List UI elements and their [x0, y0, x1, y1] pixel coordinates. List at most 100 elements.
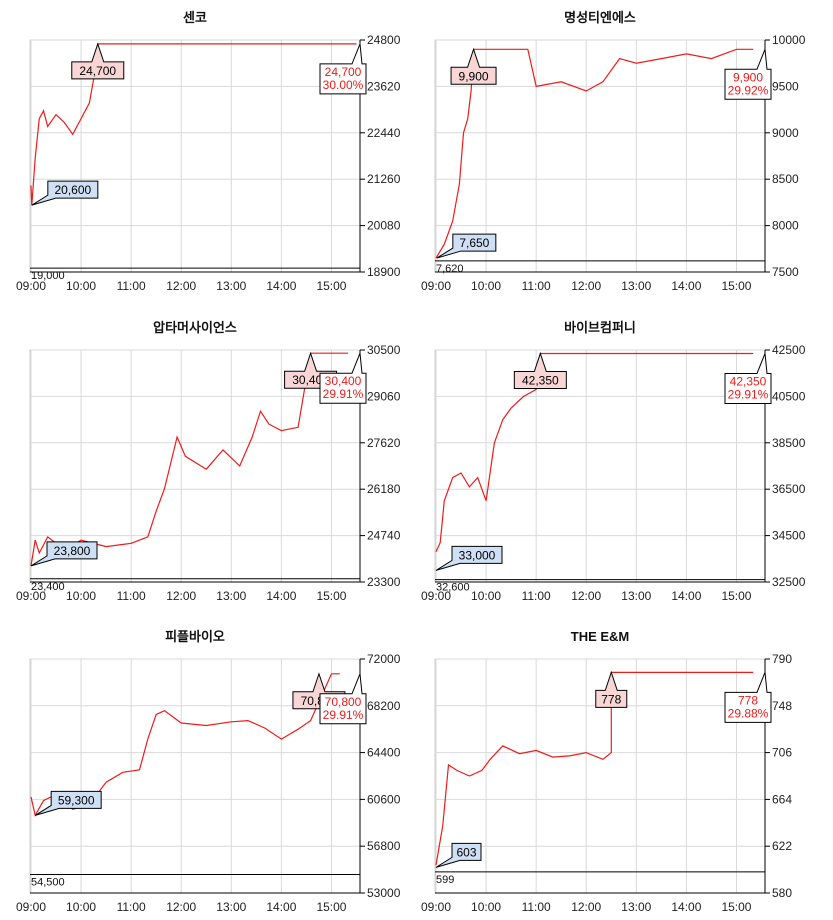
y-tick-label: 40500 — [772, 389, 806, 403]
y-tick-label: 60600 — [367, 792, 401, 806]
y-tick-label: 23300 — [367, 575, 401, 589]
last-value-label: 42,350 — [730, 374, 767, 388]
y-tick-label: 26180 — [367, 482, 401, 496]
x-tick-label: 11:00 — [522, 589, 551, 603]
last-value-callout — [319, 673, 367, 725]
y-tick-label: 68200 — [367, 699, 401, 713]
chart-panel-5: 피플바이오 72000 68200 64400 60600 56800 53000 09:00… — [16, 629, 401, 914]
x-tick-label: 11:00 — [522, 900, 551, 914]
last-value-callout — [724, 353, 772, 404]
last-value-label: 778 — [738, 693, 758, 707]
last-value-label: 24,700 — [325, 65, 362, 79]
y-tick-label: 18900 — [367, 265, 401, 279]
high-label: 9,900 — [459, 69, 489, 83]
y-tick-label: 64400 — [367, 746, 401, 760]
baseline-label: 54,500 — [31, 877, 65, 889]
y-tick-label: 10000 — [772, 33, 806, 47]
x-tick-label: 13:00 — [216, 279, 246, 293]
low-label: 7,650 — [459, 236, 489, 250]
y-tick-label: 56800 — [367, 839, 401, 853]
last-value-callout — [319, 353, 367, 404]
y-tick-label: 21260 — [367, 172, 401, 186]
chart-panel-3: 압타머사이언스 30500 29060 27620 26180 24740 23300 09:… — [16, 320, 401, 603]
x-tick-label: 11:00 — [117, 589, 146, 603]
last-pct-label: 29.88% — [728, 706, 769, 720]
y-tick-label: 34500 — [772, 529, 806, 543]
x-tick-label: 09:00 — [16, 279, 46, 293]
y-tick-label: 32500 — [772, 575, 806, 589]
low-callout — [435, 842, 482, 868]
x-tick-label: 09:00 — [16, 900, 46, 914]
x-tick-label: 11:00 — [117, 279, 146, 293]
low-callout — [34, 790, 102, 816]
x-tick-label: 14:00 — [266, 279, 296, 293]
x-tick-label: 10:00 — [471, 900, 501, 914]
y-tick-label: 42500 — [772, 343, 806, 357]
x-tick-label: 10:00 — [471, 589, 501, 603]
chart-title: 센코 — [183, 10, 207, 25]
chart-panel-1: 센코 24800 23620 22440 21260 20080 18900 09:00 10:… — [16, 10, 401, 293]
x-tick-label: 09:00 — [421, 279, 451, 293]
low-label: 603 — [456, 845, 476, 859]
chart-title: 명성티엔에스 — [564, 10, 636, 25]
last-value-label: 70,800 — [325, 695, 362, 709]
low-label: 20,600 — [54, 183, 91, 197]
baseline-label: 7,620 — [436, 263, 464, 275]
x-tick-label: 12:00 — [571, 589, 601, 603]
x-tick-label: 12:00 — [166, 279, 196, 293]
y-tick-label: 9000 — [772, 126, 799, 140]
high-callout — [71, 42, 125, 80]
low-label: 23,800 — [54, 544, 91, 558]
chart-title: 피플바이오 — [165, 629, 225, 644]
y-tick-label: 748 — [772, 699, 792, 713]
baseline-label: 599 — [436, 874, 454, 886]
x-tick-label: 14:00 — [266, 589, 296, 603]
chart-panel-2: 명성티엔에스 10000 9500 9000 8500 8000 7500 09:00 10:0… — [421, 10, 806, 293]
high-label: 24,700 — [79, 64, 116, 78]
x-tick-label: 15:00 — [721, 900, 751, 914]
y-tick-label: 22440 — [367, 126, 401, 140]
high-callout — [513, 351, 567, 389]
last-value-label: 9,900 — [733, 70, 763, 84]
x-tick-label: 14:00 — [671, 279, 701, 293]
price-line — [30, 43, 357, 206]
chart-panel-6: THE E&M 790 748 706 664 622 580 09:00 10:00 11:00… — [421, 629, 792, 914]
x-tick-label: 10:00 — [471, 279, 501, 293]
chart-panel-4: 바이브컴퍼니 42500 40500 38500 36500 34500 32500 09:0… — [421, 320, 806, 603]
x-tick-label: 13:00 — [216, 900, 246, 914]
x-tick-label: 13:00 — [621, 900, 651, 914]
x-tick-label: 09:00 — [421, 589, 451, 603]
x-tick-label: 10:00 — [66, 279, 96, 293]
chart-title: THE E&M — [571, 629, 630, 644]
last-value-callout — [724, 49, 772, 100]
x-tick-label: 10:00 — [66, 589, 96, 603]
low-callout — [435, 545, 503, 571]
x-tick-label: 15:00 — [316, 900, 346, 914]
x-tick-label: 15:00 — [721, 589, 751, 603]
baseline-label: 32,600 — [436, 582, 470, 594]
y-tick-label: 38500 — [772, 436, 806, 450]
x-tick-label: 12:00 — [571, 279, 601, 293]
last-value-label: 30,400 — [325, 374, 362, 388]
x-tick-label: 13:00 — [621, 279, 651, 293]
y-tick-label: 23620 — [367, 79, 401, 93]
x-tick-label: 10:00 — [66, 900, 96, 914]
last-pct-label: 29.91% — [323, 708, 364, 722]
low-callout — [30, 541, 98, 567]
last-value-callout — [319, 43, 367, 95]
x-tick-label: 14:00 — [266, 900, 296, 914]
x-tick-label: 15:00 — [316, 279, 346, 293]
y-tick-label: 29060 — [367, 389, 401, 403]
y-tick-label: 24800 — [367, 33, 401, 47]
x-tick-label: 11:00 — [117, 900, 146, 914]
price-line — [435, 671, 754, 866]
y-tick-label: 24740 — [367, 529, 401, 543]
last-pct-label: 29.92% — [728, 83, 769, 97]
y-tick-label: 20080 — [367, 219, 401, 233]
y-tick-label: 36500 — [772, 482, 806, 496]
low-label: 59,300 — [58, 793, 95, 807]
y-tick-label: 53000 — [367, 886, 401, 900]
price-line — [435, 352, 754, 553]
y-tick-label: 30500 — [367, 343, 401, 357]
